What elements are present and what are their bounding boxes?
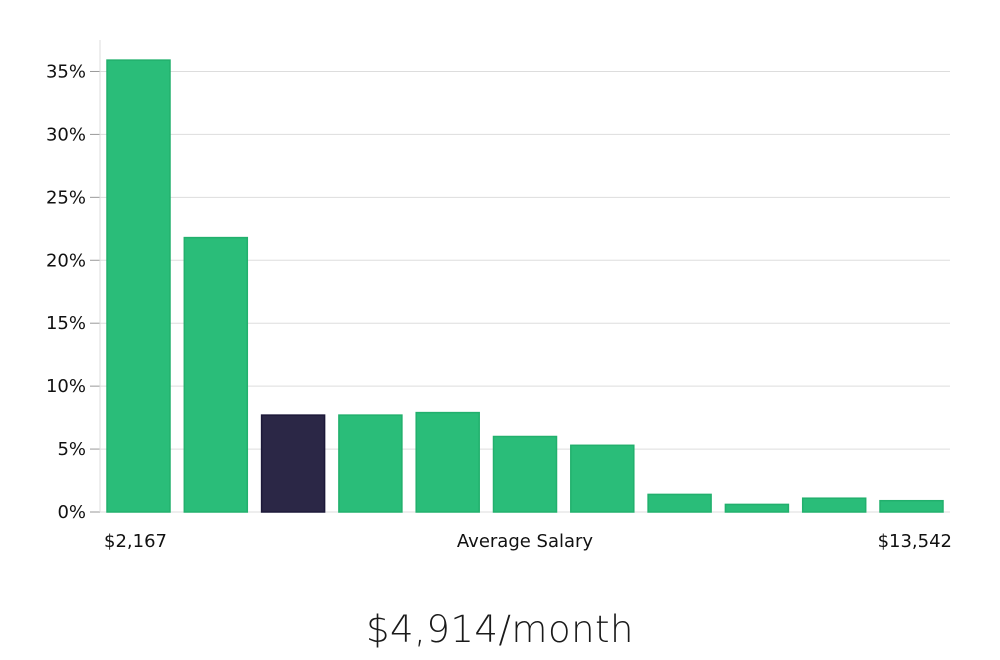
bar (570, 444, 635, 513)
bars (106, 59, 944, 513)
bar (492, 435, 558, 513)
y-tick-label: 0% (57, 502, 86, 523)
x-label-min: $2,167 (104, 531, 167, 552)
bar (879, 499, 944, 513)
y-tick-label: 15% (46, 313, 86, 334)
bar (338, 414, 403, 513)
y-tick-label: 5% (57, 439, 86, 460)
y-tick-label: 25% (46, 187, 86, 208)
bar (724, 503, 790, 513)
y-tick-label: 30% (46, 124, 86, 145)
y-axis-tick-labels: 0% 5% 10% 15% 20% 25% 30% 35% (46, 61, 100, 523)
average-salary-value: $4,914/month (365, 608, 635, 651)
bar (801, 497, 867, 513)
y-tick-label: 10% (46, 376, 86, 397)
bar-highlighted (260, 414, 326, 513)
x-axis-title: Average Salary (457, 531, 594, 552)
y-tick-label: 20% (46, 250, 86, 271)
bar (106, 59, 171, 513)
bar (183, 236, 249, 513)
x-label-max: $13,542 (878, 531, 952, 552)
bar (647, 493, 712, 513)
y-tick-label: 35% (46, 61, 86, 82)
bar (415, 411, 480, 513)
salary-histogram: 0% 5% 10% 15% 20% 25% 30% 35% $2,167 Average Sa… (46, 40, 952, 552)
